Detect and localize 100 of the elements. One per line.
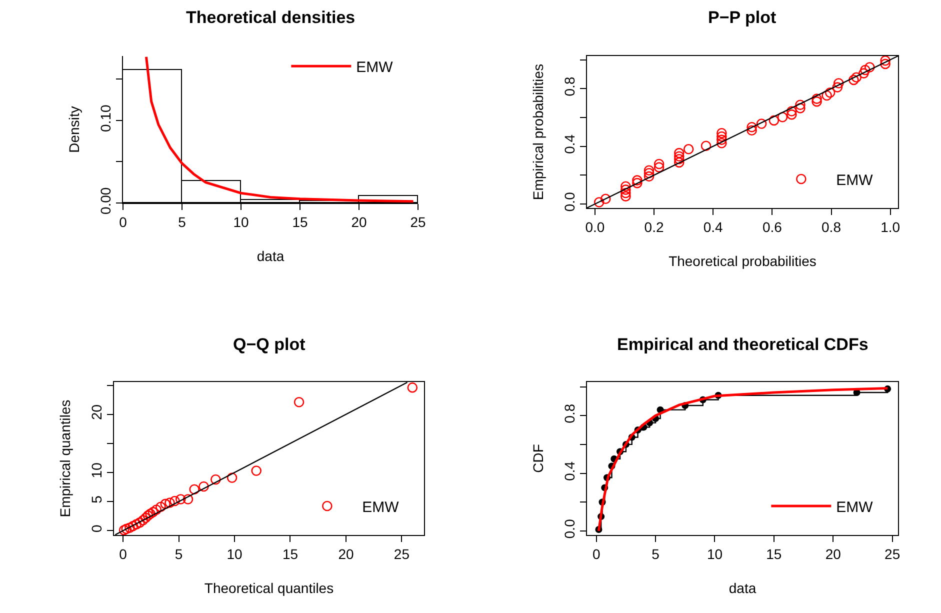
- point: [822, 90, 832, 101]
- point: [795, 103, 806, 114]
- y-tick-label: 0: [88, 524, 104, 532]
- x-axis-title: data: [256, 248, 284, 264]
- point: [858, 68, 869, 78]
- legend-label: EMW: [836, 498, 874, 516]
- point: [151, 504, 162, 515]
- x-axis-title: Theoretical probabilities: [668, 253, 816, 270]
- legend-label: EMW: [362, 498, 400, 516]
- x-tick-label: 0.8: [822, 218, 842, 235]
- x-axis-title: Theoretical quantiles: [204, 580, 334, 596]
- point: [594, 197, 604, 208]
- point: [777, 112, 788, 122]
- chart-title: Q−Q plot: [233, 335, 306, 354]
- point: [170, 496, 180, 506]
- point: [716, 138, 727, 148]
- x-tick-label: 5: [178, 214, 186, 230]
- point: [134, 517, 145, 528]
- x-tick-label: 0: [592, 546, 600, 562]
- x-tick-label: 1.0: [880, 218, 900, 235]
- point: [851, 72, 862, 82]
- point: [620, 181, 631, 192]
- legend-label: EMW: [836, 172, 874, 189]
- point: [812, 96, 822, 107]
- x-tick-label: 25: [410, 214, 426, 230]
- line-series: [145, 56, 415, 203]
- y-axis-title: Empirical quantiles: [57, 400, 73, 518]
- point: [140, 512, 151, 524]
- point: [407, 382, 418, 393]
- x-tick-label: 10: [226, 546, 242, 562]
- point: [128, 520, 138, 532]
- point: [674, 151, 684, 162]
- point: [654, 158, 664, 170]
- point: [182, 494, 194, 504]
- chart-title: Theoretical densities: [186, 8, 356, 27]
- point: [700, 140, 712, 151]
- x-tick-label: 20: [825, 546, 842, 562]
- point: [632, 175, 642, 186]
- point: [145, 508, 156, 519]
- x-tick-label: 0.6: [762, 218, 782, 235]
- x-tick-label: 25: [884, 546, 900, 562]
- point: [644, 168, 654, 178]
- point: [768, 115, 780, 126]
- legend-label: EMW: [356, 58, 394, 76]
- chart-title: Empirical and theoretical CDFs: [617, 335, 868, 354]
- y-tick-label: 0.8: [561, 404, 578, 424]
- y-axis-title: Density: [66, 106, 82, 153]
- y-tick-label: 20: [88, 404, 104, 420]
- y-tick-label: 5: [88, 495, 104, 504]
- point: [716, 128, 727, 138]
- point: [746, 122, 757, 132]
- point: [864, 62, 875, 72]
- y-tick-label: 0.8: [561, 76, 578, 96]
- y-tick-label: 0.0: [561, 518, 578, 539]
- point: [756, 118, 767, 129]
- x-tick-label: 0.4: [703, 218, 724, 235]
- point: [600, 194, 611, 204]
- point: [632, 178, 642, 188]
- point: [833, 78, 844, 88]
- point: [620, 188, 631, 198]
- x-tick-label: 5: [652, 546, 660, 562]
- point: [683, 144, 694, 154]
- point: [674, 148, 684, 158]
- point: [176, 494, 186, 504]
- point: [148, 506, 158, 518]
- point: [124, 522, 135, 533]
- x-tick-label: 20: [351, 214, 367, 230]
- point: [294, 396, 304, 408]
- x-axis-title: data: [728, 580, 756, 596]
- point: [812, 94, 822, 104]
- point: [848, 74, 859, 86]
- point: [189, 484, 200, 495]
- point: [832, 82, 843, 92]
- point: [164, 498, 175, 508]
- x-tick-label: 15: [292, 214, 308, 230]
- point: [644, 165, 654, 176]
- point: [620, 184, 631, 195]
- point: [156, 502, 166, 512]
- y-tick-label: 10: [88, 462, 104, 478]
- point: [160, 498, 171, 510]
- point: [118, 524, 130, 535]
- x-tick-label: 5: [174, 546, 183, 562]
- point: [138, 515, 148, 526]
- point: [674, 157, 684, 168]
- point: [198, 481, 209, 492]
- y-tick-label: 0.4: [561, 134, 578, 154]
- y-tick-label: 0.10: [97, 104, 114, 132]
- point: [716, 134, 727, 145]
- point: [786, 106, 797, 116]
- point: [824, 87, 836, 98]
- y-tick-label: 0.0: [561, 192, 578, 212]
- point: [746, 125, 757, 136]
- point: [654, 162, 664, 172]
- y-axis-title: Empirical probabilities: [530, 64, 546, 200]
- point: [716, 131, 727, 142]
- point: [880, 56, 890, 66]
- point: [142, 510, 154, 521]
- point: [226, 472, 238, 483]
- point: [121, 524, 132, 534]
- x-tick-label: 15: [282, 546, 298, 562]
